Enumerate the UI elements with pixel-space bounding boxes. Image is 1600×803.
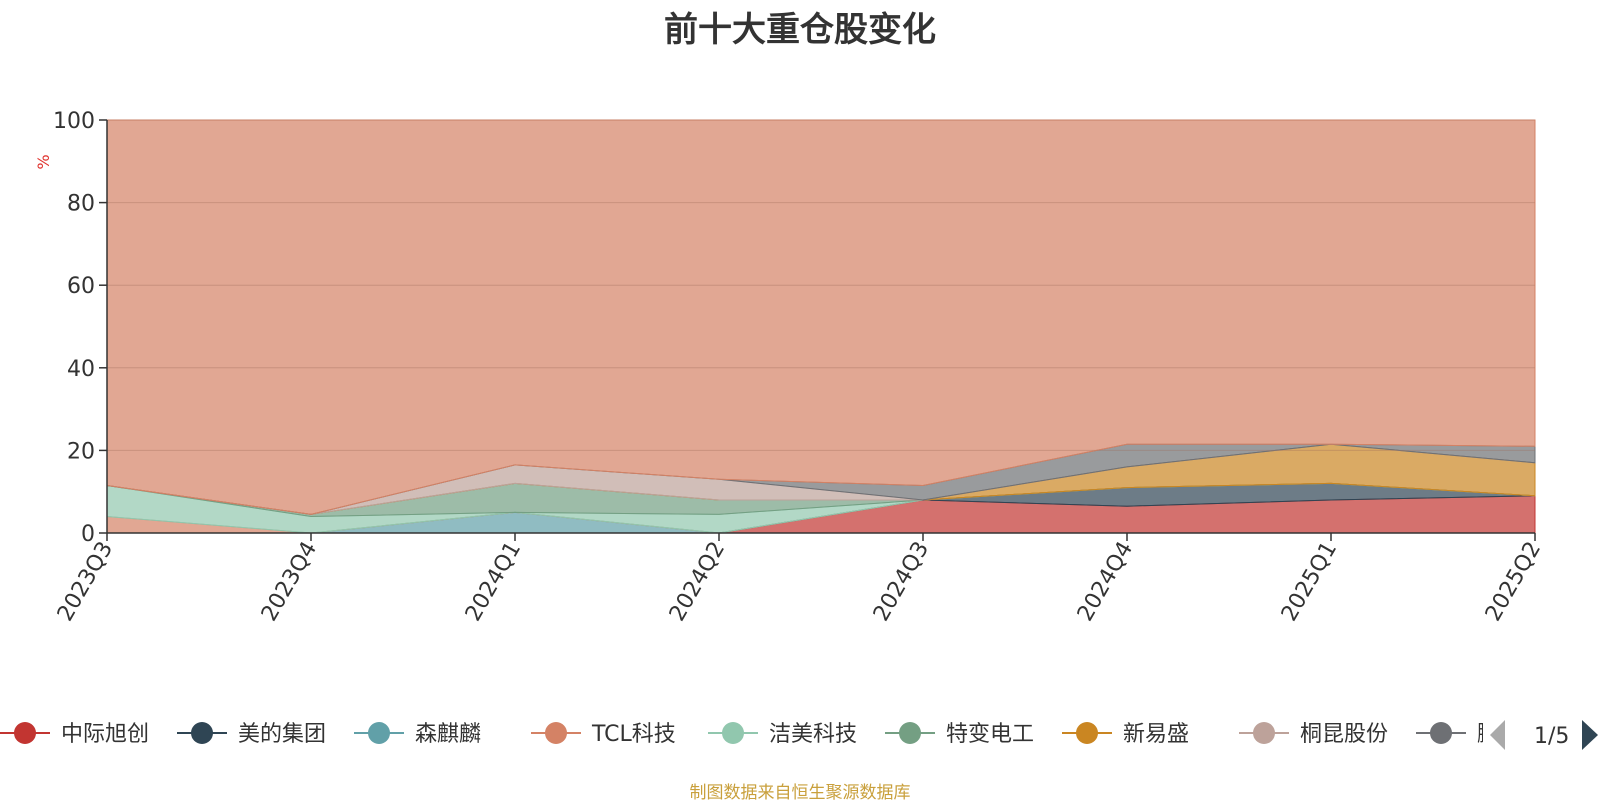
x-tick-label: 2024Q4 (1073, 538, 1138, 626)
legend-label: 新易盛 (1123, 722, 1189, 747)
x-tick-label: 2025Q2 (1481, 538, 1546, 626)
legend-marker-icon (545, 722, 567, 744)
legend-label: 中际旭创 (61, 722, 149, 747)
legend-marker-icon (1430, 722, 1452, 744)
legend-label: 特变电工 (946, 722, 1034, 747)
x-tick-label: 2025Q1 (1277, 538, 1342, 626)
source-note: 制图数据来自恒生聚源数据库 (689, 783, 911, 803)
legend-item[interactable]: 特变电工 (885, 722, 1034, 747)
x-tick-label: 2023Q4 (257, 538, 322, 626)
y-axis-label: % (34, 154, 53, 169)
y-tick-label: 0 (81, 522, 95, 547)
legend-marker-icon (722, 722, 744, 744)
legend-item[interactable]: 美的集团 (177, 722, 326, 747)
y-tick-label: 60 (67, 274, 95, 299)
legend-marker-icon (1253, 722, 1275, 744)
legend-label: 桐昆股份 (1300, 722, 1388, 747)
legend-item[interactable]: 洁美科技 (708, 722, 857, 747)
x-tick-label: 2024Q1 (461, 538, 526, 626)
legend-item[interactable]: TCL科技 (531, 722, 676, 747)
y-tick-label: 100 (53, 109, 95, 134)
legend-prev-icon[interactable] (1490, 720, 1505, 750)
legend-marker-icon (899, 722, 921, 744)
legend-marker-icon (368, 722, 390, 744)
legend-item[interactable]: 新易盛 (1062, 722, 1189, 747)
legend-page-indicator: 1/5 (1534, 724, 1569, 749)
x-tick-label: 2024Q2 (665, 538, 730, 626)
legend-item[interactable]: 中际旭创 (0, 722, 149, 747)
legend-marker-icon (191, 722, 213, 744)
legend-label: 洁美科技 (769, 722, 857, 747)
legend-label: 森麒麟 (415, 722, 481, 747)
legend-next-icon[interactable] (1582, 720, 1598, 750)
area-series (106, 119, 1536, 515)
y-tick-label: 20 (67, 439, 95, 464)
chart-title: 前十大重仓股变化 (664, 10, 936, 50)
x-tick-label: 2024Q3 (869, 538, 934, 626)
y-tick-label: 40 (67, 357, 95, 382)
legend-label: TCL科技 (591, 722, 676, 747)
legend-item[interactable]: 桐昆股份 (1239, 722, 1388, 747)
legend-item[interactable]: 森麒麟 (354, 722, 481, 747)
legend-marker-icon (1076, 722, 1098, 744)
y-tick-label: 80 (67, 192, 95, 217)
legend-marker-icon (14, 722, 36, 744)
legend: 中际旭创美的集团森麒麟TCL科技洁美科技特变电工新易盛桐昆股份鹏鼎控股1/5 (0, 712, 1600, 756)
x-tick-label: 2023Q3 (53, 538, 118, 626)
legend-label: 美的集团 (238, 722, 326, 747)
